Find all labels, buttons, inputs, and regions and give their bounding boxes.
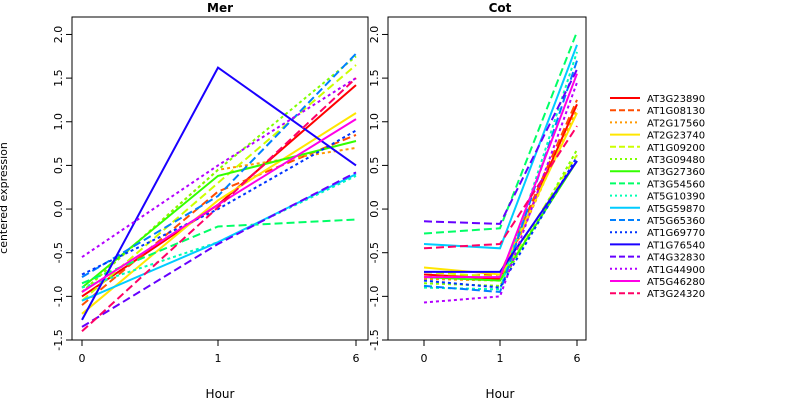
y-tick-label: -1.0 bbox=[368, 286, 381, 307]
series-line-at5g65360 bbox=[81, 53, 357, 278]
series-line-at5g46280 bbox=[424, 73, 578, 279]
legend-label: AT3G24320 bbox=[647, 289, 705, 300]
y-tick-label: -0.5 bbox=[52, 242, 65, 263]
series-line-at5g10390 bbox=[423, 51, 578, 291]
y-tick-label: 1.0 bbox=[52, 113, 65, 131]
y-tick-label: 1.5 bbox=[368, 69, 381, 87]
series-line-at3g09480 bbox=[423, 149, 578, 287]
legend: AT3G23890AT1G08130AT2G17560AT2G23740AT1G… bbox=[610, 94, 705, 300]
series-line-at3g09480 bbox=[81, 55, 357, 293]
y-tick-label: 1.5 bbox=[52, 69, 65, 87]
legend-label: AT5G46280 bbox=[647, 277, 705, 288]
panel-title: Cot bbox=[489, 1, 512, 15]
y-tick-label: 1.0 bbox=[368, 113, 381, 131]
legend-label: AT5G59870 bbox=[647, 204, 705, 215]
x-tick-label: 6 bbox=[353, 352, 360, 365]
legend-label: AT2G23740 bbox=[647, 131, 705, 142]
panel-title: Mer bbox=[207, 1, 233, 15]
series-line-at4g32830 bbox=[423, 68, 578, 225]
legend-label: AT2G17560 bbox=[647, 118, 705, 129]
series-line-at5g59870 bbox=[81, 173, 357, 302]
plot-frame bbox=[71, 16, 369, 341]
y-tick-label: 0.0 bbox=[368, 200, 381, 218]
legend-label: AT1G76540 bbox=[647, 240, 705, 251]
legend-label: AT3G54560 bbox=[647, 179, 705, 190]
legend-label: AT1G08130 bbox=[647, 106, 705, 117]
series-line-at3g27360 bbox=[423, 160, 578, 282]
series-line-at2g23740 bbox=[81, 112, 357, 315]
y-tick-label: 0.5 bbox=[368, 157, 381, 175]
legend-label: AT3G27360 bbox=[647, 167, 705, 178]
plot-frame bbox=[387, 16, 587, 341]
y-tick-label: -0.5 bbox=[368, 242, 381, 263]
y-tick-label: -1.0 bbox=[52, 286, 65, 307]
legend-label: AT1G44900 bbox=[647, 265, 705, 276]
series-line-at3g54560 bbox=[81, 218, 357, 285]
x-tick-label: 6 bbox=[574, 352, 581, 365]
legend-label: AT3G09480 bbox=[647, 155, 705, 166]
series-line-at1g44900 bbox=[81, 77, 357, 258]
series-line-at1g69770 bbox=[81, 129, 357, 276]
x-axis-label: Hour bbox=[206, 387, 235, 400]
series-line-at3g24320 bbox=[423, 125, 578, 250]
series-line-at5g46280 bbox=[81, 118, 357, 293]
legend-label: AT5G10390 bbox=[647, 192, 705, 203]
series-line-at1g44900 bbox=[423, 82, 578, 304]
series-line-at1g08130 bbox=[81, 133, 357, 306]
y-tick-label: 0.5 bbox=[52, 157, 65, 175]
series-line-at5g59870 bbox=[423, 44, 578, 250]
panel-mer: Mer Hour -1.5 -1.0 -0.5 0.0 0.5 1.0 1.5 2.0 0 1 6 bbox=[52, 1, 369, 400]
x-tick-label: 1 bbox=[215, 352, 222, 365]
x-tick-label: 0 bbox=[421, 352, 428, 365]
series-line-at3g54560 bbox=[423, 31, 578, 235]
x-tick-label: 1 bbox=[497, 352, 504, 365]
series-line-at1g09200 bbox=[81, 64, 357, 302]
series-line-at1g76540 bbox=[81, 66, 357, 321]
series-line-at1g69770 bbox=[423, 156, 578, 289]
legend-label: AT1G09200 bbox=[647, 143, 705, 154]
legend-label: AT5G65360 bbox=[647, 216, 705, 227]
y-tick-label: -1.5 bbox=[52, 329, 65, 350]
series-line-at1g09200 bbox=[423, 154, 578, 279]
panel-cot: Cot Hour -1.5 -1.0 -0.5 0.0 0.5 1.0 1.5 2.0 0 1 6 bbox=[368, 1, 587, 400]
y-tick-label: 0.0 bbox=[52, 200, 65, 218]
x-tick-label: 0 bbox=[79, 352, 86, 365]
series-line-at2g17560 bbox=[423, 108, 578, 282]
series-line-at4g32830 bbox=[81, 171, 357, 328]
legend-label: AT1G69770 bbox=[647, 228, 705, 239]
series-line-at5g65360 bbox=[423, 60, 578, 294]
y-tick-label: 2.0 bbox=[368, 26, 381, 44]
series-line-at1g76540 bbox=[424, 160, 578, 273]
y-axis-label: centered expression bbox=[0, 142, 10, 254]
y-tick-label: 2.0 bbox=[52, 26, 65, 44]
y-tick-label: -1.5 bbox=[368, 329, 381, 350]
x-axis-label: Hour bbox=[486, 387, 515, 400]
legend-label: AT4G32830 bbox=[647, 253, 705, 264]
legend-label: AT3G23890 bbox=[647, 94, 705, 105]
series-line-at3g24320 bbox=[81, 77, 357, 333]
